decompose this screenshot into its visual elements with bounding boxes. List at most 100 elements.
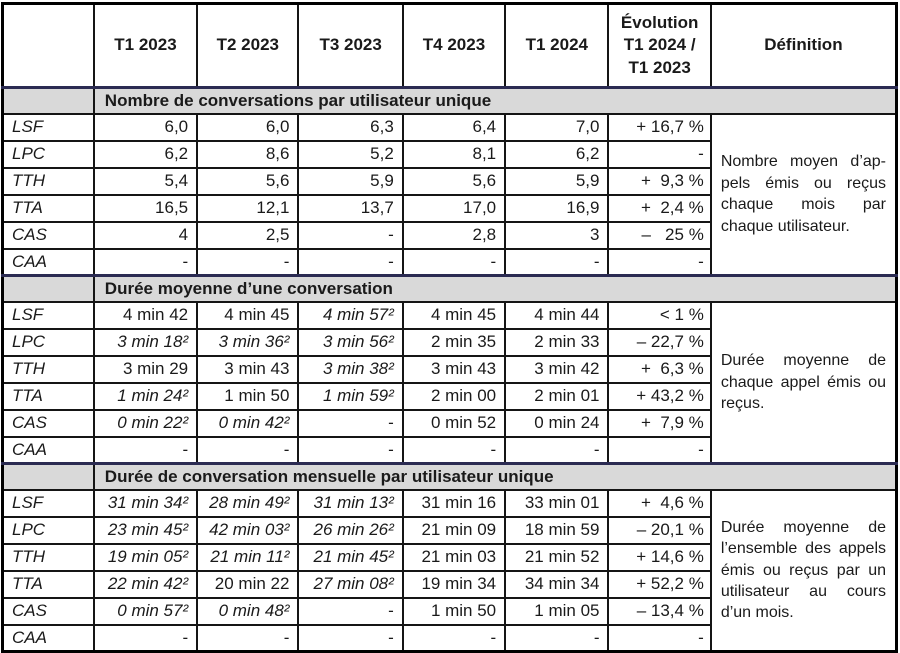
value-cell: - (401, 247, 507, 277)
value-cell: 8,6 (196, 139, 300, 169)
row-label: CAS (1, 408, 95, 438)
value-cell: 0 min 52 (401, 408, 507, 438)
value-cell: 17,0 (401, 193, 507, 223)
value-cell: 12,1 (196, 193, 300, 223)
value-cell: 1 min 24² (92, 381, 199, 411)
value-cell: 13,7 (297, 193, 404, 223)
table-header: T1 2023 T2 2023 T3 2023 T4 2023 T1 2024 … (1, 2, 898, 89)
row-label: LPC (1, 139, 95, 169)
value-cell: 16,9 (504, 193, 610, 223)
evolution-cell: – 13,4 % (607, 596, 712, 626)
value-cell: - (504, 247, 610, 277)
table-row: LSF 31 min 34² 28 min 49² 31 min 13² 31 min … (1, 488, 898, 653)
value-cell: 3 min 43 (401, 354, 507, 384)
value-cell: - (297, 596, 404, 626)
row-label: LSF (1, 300, 95, 330)
value-cell: 2,8 (401, 220, 507, 250)
evolution-cell: + 9,3 % (607, 166, 712, 196)
row-label: TTA (1, 381, 95, 411)
value-cell: 21 min 52 (504, 542, 610, 572)
evolution-cell: - (607, 139, 712, 169)
evolution-cell: – 25 % (607, 220, 712, 250)
value-cell: 5,6 (401, 166, 507, 196)
value-cell: 16,5 (92, 193, 199, 223)
value-cell: - (401, 623, 507, 653)
value-cell: - (196, 623, 300, 653)
table-row: LPC 3 min 18² 3 min 36² 3 min 56² 2 min 35 2 … (1, 327, 897, 357)
value-cell: 5,6 (196, 166, 300, 196)
value-cell: 31 min 13² (297, 488, 404, 518)
value-cell: - (297, 247, 404, 277)
table-row: TTH 5,4 5,6 5,9 5,6 5,9 + 9,3 % (1, 166, 897, 196)
table-row: CAS 0 min 22² 0 min 42² -0 min 52 0 min 24 + … (1, 408, 897, 438)
table-row: CAS 0 min 57² 0 min 48² -1 min 50 1 min 05– … (1, 596, 897, 626)
value-cell: 0 min 22² (92, 408, 199, 438)
definition-cell: Durée moyenne de l’ensemble des appels é… (709, 488, 898, 653)
value-cell: 1 min 50 (401, 596, 507, 626)
row-label: TTH (1, 166, 95, 196)
value-cell: 4 min 45 (196, 300, 300, 330)
section-title: Durée de conversation mensuelle par util… (92, 462, 898, 491)
table-row: LSF 6,0 6,0 6,3 6,4 7,0 + 16,7 % Nombre moyen d… (1, 112, 898, 277)
value-cell: - (297, 220, 404, 250)
value-cell: 0 min 48² (196, 596, 300, 626)
value-cell: - (504, 623, 610, 653)
row-label: CAA (1, 435, 95, 465)
evolution-cell: + 43,2 % (607, 381, 712, 411)
table-row: LPC 23 min 45² 42 min 03² 26 min 26² 21 min … (1, 515, 897, 545)
evolution-cell: < 1 % (607, 300, 712, 330)
value-cell: 34 min 34 (504, 569, 610, 599)
value-cell: 20 min 22 (196, 569, 300, 599)
value-cell: 2 min 00 (401, 381, 507, 411)
value-cell: - (297, 408, 404, 438)
evolution-cell: + 7,9 % (607, 408, 712, 438)
table-body: Nombre de conversations par utilisateur … (1, 86, 898, 653)
table-row: CAS 4 2,5-2,8 3– 25 % (1, 220, 897, 250)
value-cell: 2,5 (196, 220, 300, 250)
value-cell: - (92, 435, 199, 465)
value-cell: 8,1 (401, 139, 507, 169)
value-cell: 3 min 36² (196, 327, 300, 357)
evolution-cell: + 2,4 % (607, 193, 712, 223)
value-cell: 2 min 35 (401, 327, 507, 357)
table-row: CAA - - - - - - (1, 247, 897, 277)
table-row: TTH 3 min 29 3 min 43 3 min 38² 3 min 43 3 mi… (1, 354, 897, 384)
value-cell: 26 min 26² (297, 515, 404, 545)
value-cell: 3 min 43 (196, 354, 300, 384)
value-cell: 27 min 08² (297, 569, 404, 599)
section-title: Durée moyenne d’une conversation (92, 274, 898, 303)
col-header-definition: Définition (709, 2, 898, 89)
corner-cell (1, 2, 95, 89)
value-cell: - (297, 435, 404, 465)
evolution-cell: + 16,7 % (607, 112, 712, 142)
value-cell: 19 min 34 (401, 569, 507, 599)
section-corner-cell (1, 274, 95, 303)
value-cell: 3 min 29 (92, 354, 199, 384)
section-header-row: Nombre de conversations par utilisateur … (1, 86, 898, 115)
row-label: LSF (1, 488, 95, 518)
value-cell: 31 min 16 (401, 488, 507, 518)
col-header-t1-2023: T1 2023 (92, 2, 199, 89)
evolution-cell: + 14,6 % (607, 542, 712, 572)
table-row: CAA - - - - - - (1, 435, 897, 465)
section-header-row: Durée moyenne d’une conversation (1, 274, 898, 303)
value-cell: 31 min 34² (92, 488, 199, 518)
value-cell: 22 min 42² (92, 569, 199, 599)
value-cell: 28 min 49² (196, 488, 300, 518)
value-cell: 3 min 18² (92, 327, 199, 357)
row-label: TTA (1, 569, 95, 599)
value-cell: 42 min 03² (196, 515, 300, 545)
table-row: LSF 4 min 42 4 min 45 4 min 57² 4 min 45 4 mi… (1, 300, 898, 465)
row-label: TTH (1, 354, 95, 384)
value-cell: - (92, 247, 199, 277)
row-label: TTA (1, 193, 95, 223)
row-label: CAA (1, 247, 95, 277)
value-cell: 4 min 45 (401, 300, 507, 330)
row-label: TTH (1, 542, 95, 572)
value-cell: - (297, 623, 404, 653)
evolution-cell: – 22,7 % (607, 327, 712, 357)
value-cell: - (504, 435, 610, 465)
section-title: Nombre de conversations par utilisateur … (92, 86, 898, 115)
